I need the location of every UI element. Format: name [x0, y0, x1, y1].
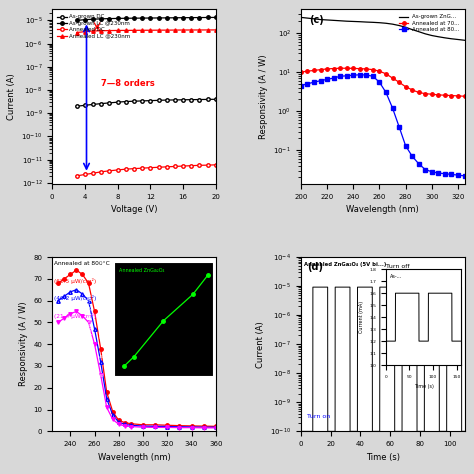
As-grown DC	[99, 101, 104, 107]
Annealed LC @230nm	[115, 27, 120, 33]
Legend: As-grown ZnG..., Annealed at 70..., Annealed at 80...: As-grown ZnG..., Annealed at 70..., Anne…	[397, 12, 462, 35]
As-grown DC	[164, 97, 170, 103]
Text: Annealed ZnGa₂O₄ (5V bi...): Annealed ZnGa₂O₄ (5V bi...)	[304, 262, 386, 267]
As-grown DC	[131, 99, 137, 104]
As-grown LC @230nm	[107, 16, 112, 21]
As-grown LC @230nm	[139, 15, 145, 21]
Annealed LC @230nm	[99, 28, 104, 34]
Text: Turn off: Turn off	[386, 264, 410, 269]
Text: (62.5 μW/cm²): (62.5 μW/cm²)	[54, 278, 96, 284]
Text: Turn on: Turn on	[308, 414, 331, 419]
Text: Annealed at 800°C: Annealed at 800°C	[54, 261, 109, 265]
Y-axis label: Current (A): Current (A)	[7, 73, 16, 120]
As-grown DC	[115, 100, 120, 105]
As-grown LC @230nm	[131, 15, 137, 21]
Annealed LC @230nm	[197, 27, 202, 33]
Text: (21.4 μW/cm²): (21.4 μW/cm²)	[54, 313, 96, 319]
As-grown DC	[197, 97, 202, 102]
As-grown LC @230nm	[82, 17, 88, 22]
As-grown LC @230nm	[90, 16, 96, 22]
Text: 7—8 orders: 7—8 orders	[101, 79, 155, 88]
Annealed DC	[99, 169, 104, 174]
Text: saturation: saturation	[386, 292, 418, 297]
Y-axis label: Current (A): Current (A)	[255, 321, 264, 367]
As-grown LC @230nm	[180, 15, 186, 20]
Annealed DC	[139, 165, 145, 171]
As-grown LC @230nm	[115, 16, 120, 21]
Annealed LC @230nm	[139, 27, 145, 33]
Line: As-grown DC: As-grown DC	[75, 98, 218, 108]
As-grown LC @230nm	[164, 15, 170, 21]
Legend: As-grown DC, As-grown LC @230nm, Annealed DC, Annealed LC @230nm: As-grown DC, As-grown LC @230nm, Anneale…	[55, 12, 133, 41]
Annealed LC @230nm	[131, 27, 137, 33]
As-grown LC @230nm	[205, 15, 210, 20]
Text: (40.2 μW/cm²): (40.2 μW/cm²)	[54, 295, 96, 301]
Line: Annealed LC @230nm: Annealed LC @230nm	[75, 28, 218, 34]
Annealed LC @230nm	[82, 29, 88, 35]
As-grown LC @230nm	[155, 15, 161, 21]
Annealed LC @230nm	[107, 28, 112, 34]
Y-axis label: Responsivity (A / W): Responsivity (A / W)	[259, 55, 268, 139]
As-grown DC	[74, 103, 80, 109]
X-axis label: Wavelength (nm): Wavelength (nm)	[98, 453, 170, 462]
Annealed DC	[213, 162, 219, 168]
Annealed LC @230nm	[155, 27, 161, 33]
Annealed DC	[131, 166, 137, 172]
As-grown DC	[147, 98, 153, 103]
Annealed DC	[155, 164, 161, 170]
Annealed LC @230nm	[147, 27, 153, 33]
Annealed LC @230nm	[90, 28, 96, 34]
Annealed LC @230nm	[123, 27, 128, 33]
Annealed DC	[197, 163, 202, 168]
As-grown LC @230nm	[197, 15, 202, 20]
As-grown DC	[107, 100, 112, 106]
As-grown LC @230nm	[123, 16, 128, 21]
As-grown DC	[172, 97, 178, 103]
As-grown LC @230nm	[213, 15, 219, 20]
Line: Annealed DC: Annealed DC	[75, 163, 218, 178]
Annealed DC	[180, 163, 186, 169]
As-grown LC @230nm	[99, 16, 104, 22]
Annealed LC @230nm	[188, 27, 194, 33]
Annealed DC	[172, 164, 178, 169]
As-grown DC	[188, 97, 194, 102]
As-grown DC	[139, 98, 145, 104]
X-axis label: Time (s): Time (s)	[366, 453, 400, 462]
As-grown DC	[205, 97, 210, 102]
Annealed DC	[115, 167, 120, 173]
Y-axis label: Responsivity (A / W): Responsivity (A / W)	[19, 302, 28, 386]
Annealed LC @230nm	[172, 27, 178, 33]
Annealed DC	[164, 164, 170, 170]
Annealed DC	[205, 162, 210, 168]
As-grown LC @230nm	[172, 15, 178, 21]
Annealed DC	[188, 163, 194, 169]
As-grown DC	[90, 101, 96, 107]
Annealed LC @230nm	[205, 27, 210, 33]
X-axis label: Voltage (V): Voltage (V)	[111, 205, 157, 214]
Text: (c): (c)	[309, 15, 324, 25]
Annealed DC	[107, 168, 112, 173]
As-grown LC @230nm	[74, 18, 80, 23]
Annealed LC @230nm	[164, 27, 170, 33]
X-axis label: Wavelength (nm): Wavelength (nm)	[346, 205, 419, 214]
As-grown DC	[123, 99, 128, 104]
As-grown LC @230nm	[188, 15, 194, 20]
Annealed DC	[90, 170, 96, 176]
Annealed LC @230nm	[74, 30, 80, 36]
Annealed DC	[123, 166, 128, 172]
Line: As-grown LC @230nm: As-grown LC @230nm	[75, 16, 218, 22]
As-grown DC	[82, 102, 88, 108]
Annealed LC @230nm	[180, 27, 186, 33]
As-grown DC	[180, 97, 186, 103]
Text: (d): (d)	[308, 262, 323, 272]
Annealed DC	[147, 165, 153, 171]
As-grown LC @230nm	[147, 15, 153, 21]
As-grown DC	[213, 96, 219, 102]
Annealed DC	[82, 172, 88, 177]
As-grown DC	[155, 98, 161, 103]
Annealed LC @230nm	[213, 27, 219, 33]
Annealed DC	[74, 173, 80, 179]
